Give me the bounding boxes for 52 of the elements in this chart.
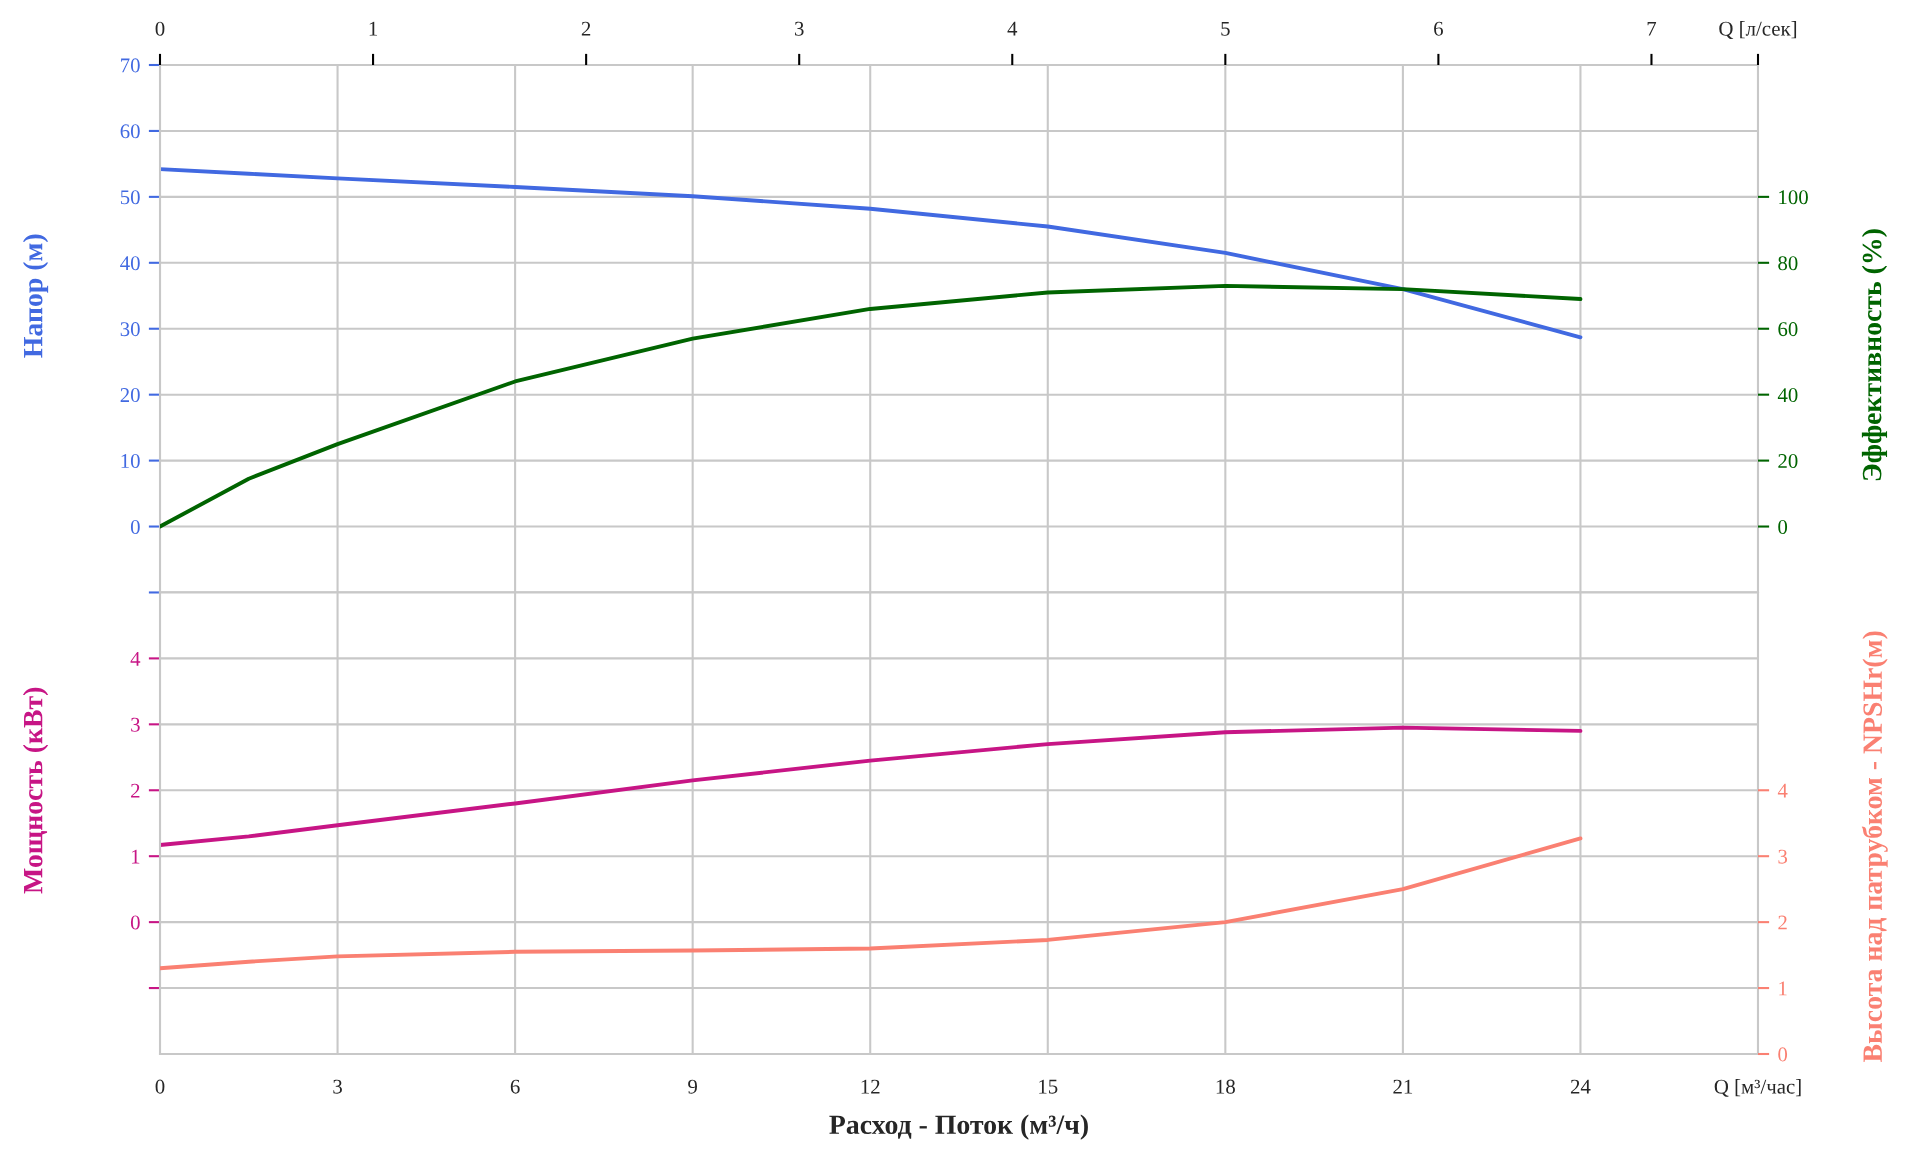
y-tick-label: 4 [130,651,141,666]
line-series [160,283,1583,529]
y2-tick-label: 100 [1779,190,1808,205]
x2-tick-label: 1 [369,21,378,36]
y2-axis-title: Высота над патрубком - NPSHr(м) [1861,631,1888,1062]
x2-tick-label: 2 [581,21,591,36]
y-tick-label: 50 [120,190,140,205]
x-tick-label: 15 [1039,1079,1058,1094]
y-axis-title: Мощность (кВт) [22,687,49,894]
x2-tick-label: Q [л/сек] [1719,21,1797,39]
x-tick-label: 0 [155,1079,165,1094]
x-tick-label: 9 [688,1079,698,1094]
x-tick-label: 21 [1393,1079,1413,1094]
x-axis-title: Расход - Поток (м³/ч) [829,1114,1088,1140]
y-tick-label: 0 [130,519,140,534]
line-series [160,725,1583,847]
x2-tick-label: 7 [1647,21,1657,36]
line-series [160,836,1583,971]
x-tick-label: 3 [333,1079,342,1094]
y2-tick-label: 3 [1778,849,1788,864]
y-axis-title: Напор (м) [22,234,49,358]
y-tick-label: 2 [131,783,140,798]
x2-tick-label: 5 [1221,21,1230,36]
y2-tick-label: 40 [1777,388,1798,403]
y-tick-label: 1 [131,849,140,864]
y2-tick-label: 80 [1778,256,1798,271]
y2-tick-label: 2 [1778,915,1787,930]
y2-tick-label: 4 [1777,783,1788,798]
x2-tick-label: 4 [1007,21,1018,36]
y-tick-label: 20 [120,388,140,403]
y-tick-label: 60 [120,124,140,139]
x2-tick-label: 6 [1434,21,1443,36]
y2-tick-label: 0 [1778,1047,1788,1062]
x-tick-label: 24 [1570,1079,1591,1094]
y-tick-label: 10 [121,453,140,469]
x-tick-label: Q [м³/час] [1714,1079,1801,1097]
y-tick-label: 70 [121,58,140,73]
y2-axis-title: Эффективность (%) [1861,229,1888,481]
x-tick-label: 12 [861,1079,880,1094]
y2-tick-label: 0 [1778,519,1788,534]
x-tick-label: 6 [510,1079,520,1094]
x2-tick-label: 0 [155,21,165,36]
y-tick-label: 3 [131,717,140,732]
x-tick-label: 18 [1216,1079,1235,1094]
y-tick-label: 0 [130,915,140,930]
y2-tick-label: 20 [1778,453,1798,469]
line-series [160,167,1583,340]
y-tick-label: 30 [120,322,140,337]
y2-tick-label: 60 [1778,322,1798,337]
y-tick-label: 40 [120,256,140,271]
x2-tick-label: 3 [794,21,804,36]
y2-tick-label: 1 [1779,981,1787,996]
